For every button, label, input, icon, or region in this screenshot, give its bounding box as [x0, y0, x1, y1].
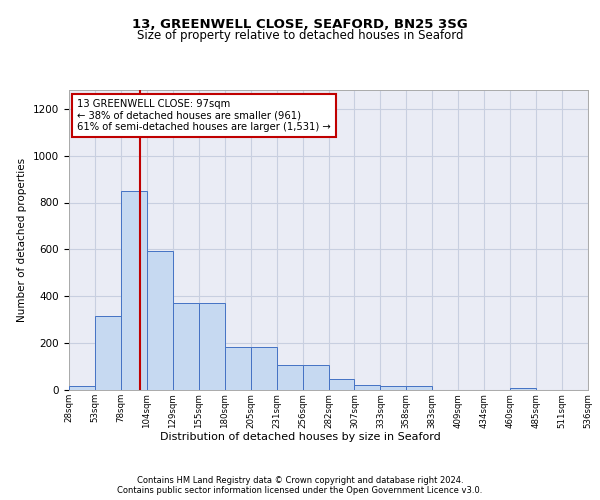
Text: 13, GREENWELL CLOSE, SEAFORD, BN25 3SG: 13, GREENWELL CLOSE, SEAFORD, BN25 3SG [132, 18, 468, 30]
Bar [380, 386, 406, 390]
Bar [225, 346, 251, 390]
Text: Distribution of detached houses by size in Seaford: Distribution of detached houses by size … [160, 432, 440, 442]
Text: 13 GREENWELL CLOSE: 97sqm
← 38% of detached houses are smaller (961)
61% of semi: 13 GREENWELL CLOSE: 97sqm ← 38% of detac… [77, 99, 331, 132]
Text: Contains HM Land Registry data © Crown copyright and database right 2024.: Contains HM Land Registry data © Crown c… [137, 476, 463, 485]
Bar [329, 380, 355, 390]
Bar [510, 388, 536, 390]
Bar [277, 366, 302, 390]
Y-axis label: Number of detached properties: Number of detached properties [17, 158, 28, 322]
Bar [121, 191, 147, 390]
Bar [251, 346, 277, 390]
Bar [173, 304, 199, 390]
Bar [302, 366, 329, 390]
Text: Size of property relative to detached houses in Seaford: Size of property relative to detached ho… [137, 29, 463, 42]
Text: Contains public sector information licensed under the Open Government Licence v3: Contains public sector information licen… [118, 486, 482, 495]
Bar [355, 386, 380, 390]
Bar [95, 316, 121, 390]
Bar [406, 386, 432, 390]
Bar [147, 250, 173, 390]
Bar [199, 304, 224, 390]
Bar [69, 386, 95, 390]
